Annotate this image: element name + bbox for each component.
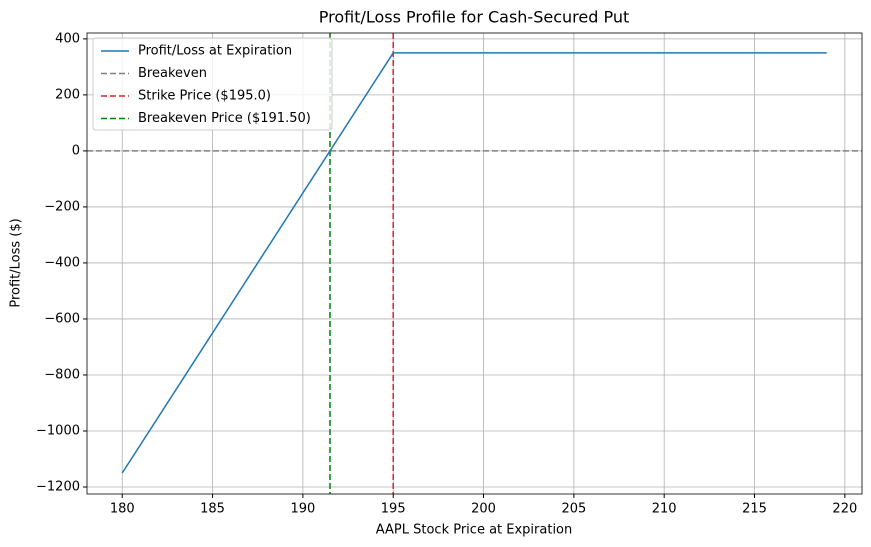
legend-label: Breakeven — [138, 66, 207, 81]
axes-frame — [86, 32, 863, 495]
x-tick-label: 180 — [110, 502, 135, 517]
legend-label: Profit/Loss at Expiration — [138, 44, 292, 59]
legend-label: Strike Price ($195.0) — [138, 89, 271, 104]
x-tick-label: 205 — [561, 502, 586, 517]
x-tick-label: 210 — [652, 502, 677, 517]
x-tick-label: 195 — [381, 502, 406, 517]
y-tick-label: −1000 — [36, 423, 80, 438]
x-tick-label: 215 — [742, 502, 767, 517]
chart-title: Profit/Loss Profile for Cash-Secured Put — [319, 8, 629, 27]
y-tick-label: −800 — [44, 367, 80, 382]
x-axis-label: AAPL Stock Price at Expiration — [376, 523, 573, 538]
legend: Profit/Loss at Expiration Breakeven Strike… — [92, 37, 333, 131]
x-tick-label: 185 — [200, 502, 225, 517]
y-tick-label: −200 — [44, 199, 80, 214]
y-tick-label: −600 — [44, 311, 80, 326]
y-axis-label: Profit/Loss ($) — [9, 218, 24, 307]
x-tick-label: 200 — [471, 502, 496, 517]
y-tick-label: −1200 — [36, 479, 80, 494]
x-tick-label: 220 — [832, 502, 857, 517]
x-tick-label: 190 — [290, 502, 315, 517]
data-line — [121, 52, 827, 474]
legend-label: Breakeven Price ($191.50) — [138, 111, 311, 126]
legend-box — [92, 37, 333, 131]
y-tick-label: −400 — [44, 255, 80, 270]
y-tick-label: 200 — [55, 87, 80, 102]
y-tick-label: 400 — [55, 31, 80, 46]
y-tick-label: 0 — [72, 143, 80, 158]
